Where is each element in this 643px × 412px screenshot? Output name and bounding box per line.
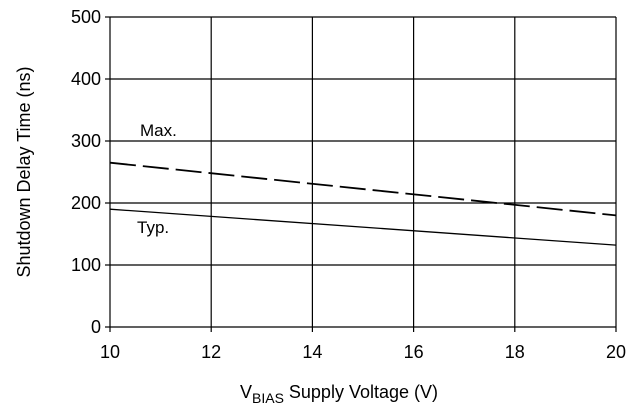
x-axis-label-rest: Supply Voltage (V) [284,382,438,402]
x-tick-label-1: 12 [201,342,221,362]
tick-labels: 0 100 200 300 400 500 10 12 14 16 18 20 [71,7,626,362]
y-tick-label-3: 300 [71,131,101,151]
y-tick-label-4: 400 [71,69,101,89]
x-tick-label-4: 18 [505,342,525,362]
y-tick-label-1: 100 [71,255,101,275]
series-label-typ: Typ. [137,218,169,237]
y-tick-label-0: 0 [91,317,101,337]
y-tick-label-5: 500 [71,7,101,27]
x-axis-label-main: V [240,382,252,402]
plot-area: Max. Typ. [109,121,617,246]
x-axis-label: VBIAS Supply Voltage (V) [240,382,438,406]
x-axis-label-subscript: BIAS [252,390,284,406]
labels: Shutdown Delay Time (ns) VBIAS Supply Vo… [14,66,438,406]
x-tick-label-5: 20 [606,342,626,362]
series-label-max: Max. [140,121,177,140]
series-line-typ [109,208,617,246]
y-tick-label-2: 200 [71,193,101,213]
series-line-max [109,161,617,217]
grid [109,16,617,328]
x-tick-label-0: 10 [100,342,120,362]
y-axis-label: Shutdown Delay Time (ns) [14,66,34,277]
x-tick-label-2: 14 [302,342,322,362]
x-tick-label-3: 16 [404,342,424,362]
